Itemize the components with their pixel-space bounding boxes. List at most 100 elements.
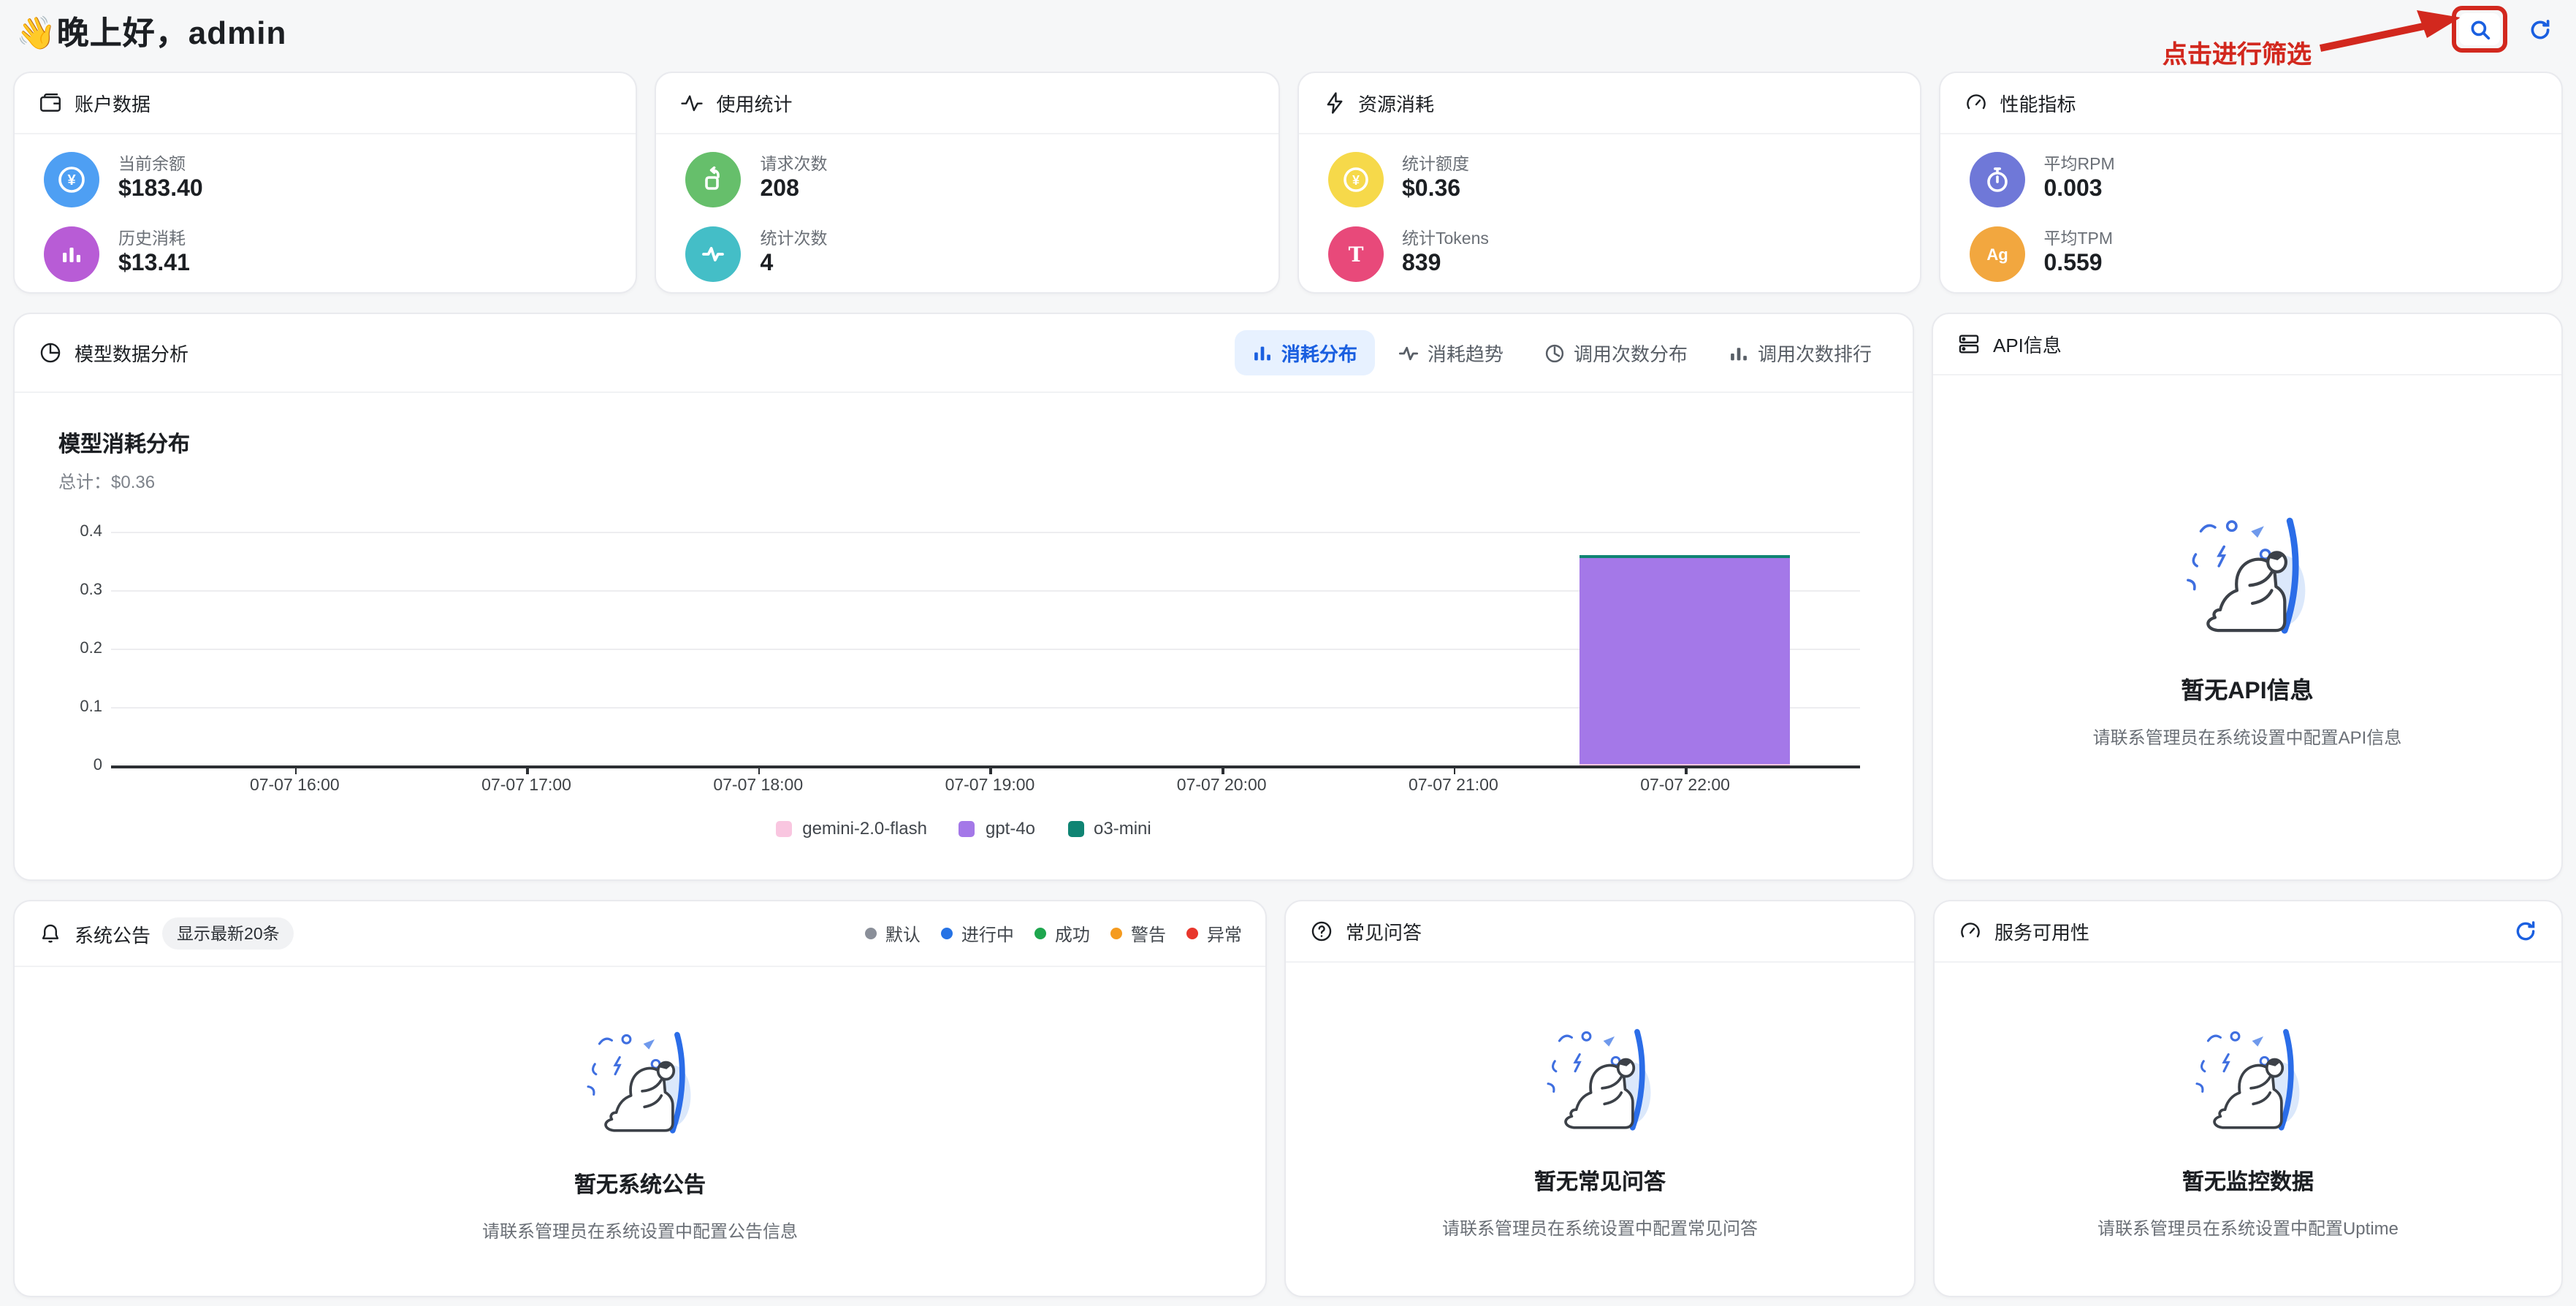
y-axis-label: 0.3 <box>80 581 102 598</box>
question-circle-icon <box>1311 921 1332 942</box>
stat-value: 0.003 <box>2043 177 2103 202</box>
chart-legend: gemini-2.0-flash gpt-4o o3-mini <box>58 818 1869 839</box>
svg-text:T: T <box>1348 243 1363 267</box>
card-title: 使用统计 <box>716 93 793 115</box>
stat-history-consumption: 历史消耗 $13.41 <box>44 226 607 282</box>
stat-label: 历史消耗 <box>118 230 186 248</box>
ranking-bars-icon <box>1731 347 1747 360</box>
stat-label: 当前余额 <box>118 156 186 174</box>
x-axis-label: 07-07 19:00 <box>945 777 1035 795</box>
empty-title: 暂无系统公告 <box>573 1172 706 1197</box>
x-axis-label: 07-07 21:00 <box>1408 777 1498 795</box>
uptime-empty-state: 暂无监控数据 请联系管理员在系统设置中配置Uptime <box>1935 963 2561 1296</box>
coin-icon: ¥ <box>1327 152 1383 207</box>
card-resource-consumption: 资源消耗 ¥ 统计额度 $0.36 T 统计 <box>1297 72 1921 294</box>
empty-description: 请联系管理员在系统设置中配置公告信息 <box>481 1221 798 1241</box>
empty-description: 请联系管理员在系统设置中配置Uptime <box>2097 1218 2398 1239</box>
stat-value: 0.559 <box>2043 251 2103 277</box>
empty-state-illustration <box>2169 1018 2327 1142</box>
stat-current-balance: ¥ 当前余额 $183.40 <box>44 152 607 207</box>
tab-call-count-distribution[interactable]: 调用次数分布 <box>1527 330 1705 375</box>
legend-error: 异常 <box>1186 921 1242 946</box>
tab-call-count-ranking[interactable]: 调用次数排行 <box>1711 330 1889 375</box>
legend-item-gemini-2.0-flash[interactable]: gemini-2.0-flash <box>776 818 927 839</box>
stat-label: 统计次数 <box>760 230 828 248</box>
legend-item-gpt-4o[interactable]: gpt-4o <box>959 818 1035 839</box>
empty-description: 请联系管理员在系统设置中配置常见问答 <box>1441 1218 1758 1239</box>
tab-consumption-distribution[interactable]: 消耗分布 <box>1234 330 1375 375</box>
stat-value: 4 <box>760 251 774 277</box>
empty-state-illustration <box>1521 1018 1679 1142</box>
bar-chart-icon <box>1254 345 1270 360</box>
empty-title: 暂无常见问答 <box>1533 1170 1666 1195</box>
card-api-info: API信息 暂无API信息 请联系管理员在系统设置中配置API信息 <box>1932 313 2563 881</box>
bar-segment-gemini-2.0-flash[interactable] <box>1579 764 1791 765</box>
bar-segment-gpt-4o[interactable] <box>1579 558 1791 765</box>
ag-icon: Ag <box>1969 226 2025 282</box>
consumption-chart: 模型消耗分布 总计：$0.36 0 0.1 0.2 0.3 0.4 07-07 16:00… <box>15 393 1913 839</box>
status-dot <box>864 928 877 939</box>
legend-item-o3-mini[interactable]: o3-mini <box>1067 818 1151 839</box>
y-axis-label: 0.4 <box>80 522 102 540</box>
tab-consumption-trend[interactable]: 消耗趋势 <box>1381 330 1521 375</box>
refresh-button[interactable] <box>2519 13 2560 45</box>
search-icon <box>2470 20 2490 39</box>
uptime-refresh-button[interactable] <box>2513 919 2538 944</box>
card-title: 性能指标 <box>2000 93 2076 115</box>
announcement-status-legend: 默认 进行中 成功 警告 异常 <box>864 921 1242 946</box>
bar-segment-o3-mini[interactable] <box>1579 555 1791 559</box>
empty-state-illustration <box>561 1020 719 1145</box>
card-account-data: 账户数据 ¥ 当前余额 $183.40 历 <box>13 72 638 294</box>
search-button[interactable] <box>2459 13 2500 45</box>
stopwatch-icon <box>1969 152 2025 207</box>
stat-value: $0.36 <box>1402 177 1461 202</box>
x-axis-label: 07-07 16:00 <box>249 777 340 795</box>
gauge-icon <box>1961 923 1980 938</box>
chart-title: 模型消耗分布 <box>58 432 191 457</box>
card-usage-stats: 使用统计 请求次数 208 <box>655 72 1279 294</box>
x-axis-label: 07-07 20:00 <box>1176 777 1267 795</box>
x-axis-tick <box>1453 765 1456 774</box>
stat-value: $13.41 <box>118 251 190 277</box>
request-arrow-icon <box>685 152 742 207</box>
legend-warning: 警告 <box>1110 921 1166 946</box>
stat-avg-tpm: Ag 平均TPM 0.559 <box>1969 226 2533 282</box>
card-title: 常见问答 <box>1346 922 1422 944</box>
gridline <box>111 590 1860 592</box>
activity-icon <box>681 95 704 112</box>
chart-tabs: 消耗分布 消耗趋势 调用次数分布 调用次数排行 <box>1234 330 1889 375</box>
card-title: 账户数据 <box>75 93 151 115</box>
stat-label: 平均RPM <box>2043 156 2115 174</box>
legend-swatch <box>776 820 793 836</box>
x-axis-tick <box>1222 765 1224 774</box>
token-t-icon: T <box>1327 226 1383 282</box>
stat-label: 平均TPM <box>2043 230 2114 248</box>
legend-success: 成功 <box>1034 921 1090 946</box>
card-title: 资源消耗 <box>1358 93 1435 115</box>
x-axis-label: 07-07 18:00 <box>713 777 804 795</box>
currency-circle-icon: ¥ <box>44 152 99 207</box>
annotation-arrow <box>2319 10 2461 52</box>
legend-swatch <box>959 820 975 836</box>
middle-row: 模型数据分析 消耗分布 消耗趋势 调用次数分布 <box>13 313 2563 881</box>
y-axis-label: 0.1 <box>80 698 102 715</box>
api-info-empty-state: 暂无API信息 请联系管理员在系统设置中配置API信息 <box>1933 375 2561 879</box>
x-axis-tick <box>758 765 761 774</box>
annotation-highlight-box <box>2452 6 2507 53</box>
chart-plot-area[interactable]: 0 0.1 0.2 0.3 0.4 07-07 16:00 07-07 17:00 07-07… <box>80 522 1860 795</box>
stat-label: 请求次数 <box>760 156 828 174</box>
bar-07-07 22:00[interactable] <box>1579 555 1791 765</box>
status-dot <box>1034 928 1046 939</box>
x-axis-tick <box>1685 765 1688 774</box>
lightning-icon <box>1326 92 1342 114</box>
stat-request-count: 请求次数 208 <box>685 152 1249 207</box>
card-uptime: 服务可用性 暂无监控数据 请联系管理员在系统设置中配置Uptime <box>1933 900 2563 1297</box>
gridline <box>111 532 1860 533</box>
topbar-controls <box>2452 6 2560 53</box>
card-title: 系统公告 <box>75 924 151 946</box>
status-dot <box>1110 928 1122 939</box>
faq-empty-state: 暂无常见问答 请联系管理员在系统设置中配置常见问答 <box>1286 963 1914 1296</box>
empty-state-illustration <box>2157 505 2338 647</box>
card-title: 服务可用性 <box>1994 922 2090 944</box>
